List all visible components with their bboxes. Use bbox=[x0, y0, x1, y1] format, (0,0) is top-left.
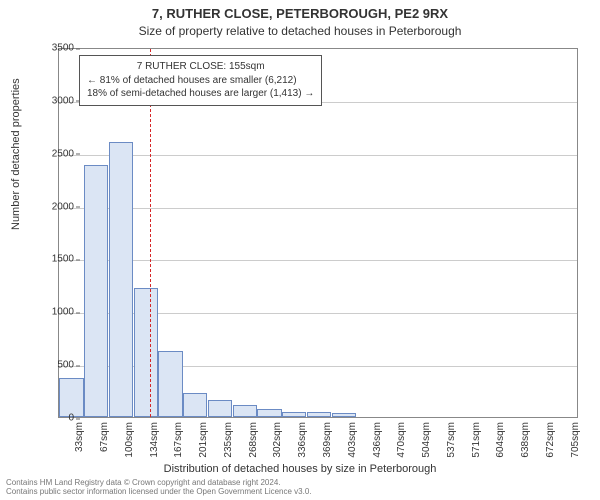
histogram-bar bbox=[59, 378, 83, 417]
histogram-bar bbox=[109, 142, 133, 417]
x-tick: 537sqm bbox=[446, 422, 457, 458]
x-tick: 604sqm bbox=[495, 422, 506, 458]
x-tick: 436sqm bbox=[372, 422, 383, 458]
histogram-bar bbox=[233, 405, 257, 417]
x-tick: 33sqm bbox=[74, 422, 85, 452]
y-tick: 1500 bbox=[34, 254, 74, 265]
histogram-bar bbox=[282, 412, 306, 417]
gridline bbox=[59, 208, 577, 209]
x-tick: 167sqm bbox=[173, 422, 184, 458]
x-tick: 638sqm bbox=[520, 422, 531, 458]
y-tick: 2000 bbox=[34, 201, 74, 212]
footer: Contains HM Land Registry data © Crown c… bbox=[6, 478, 596, 497]
x-tick: 100sqm bbox=[124, 422, 135, 458]
gridline bbox=[59, 155, 577, 156]
property-size-chart: 7, RUTHER CLOSE, PETERBOROUGH, PE2 9RX S… bbox=[0, 0, 600, 500]
footer-line-1: Contains HM Land Registry data © Crown c… bbox=[6, 478, 596, 488]
x-tick: 470sqm bbox=[396, 422, 407, 458]
histogram-bar bbox=[307, 412, 331, 417]
histogram-bar bbox=[332, 413, 356, 417]
footer-line-2: Contains public sector information licen… bbox=[6, 487, 596, 497]
gridline bbox=[59, 260, 577, 261]
annotation-line-0: 7 RUTHER CLOSE: 155sqm bbox=[87, 60, 314, 74]
y-tick: 1000 bbox=[34, 307, 74, 318]
plot-area: 7 RUTHER CLOSE: 155sqm ← 81% of detached… bbox=[58, 48, 578, 418]
chart-title-main: 7, RUTHER CLOSE, PETERBOROUGH, PE2 9RX bbox=[0, 6, 600, 21]
histogram-bar bbox=[257, 409, 281, 417]
x-tick: 268sqm bbox=[248, 422, 259, 458]
x-tick: 672sqm bbox=[545, 422, 556, 458]
histogram-bar bbox=[208, 400, 232, 417]
x-axis-label: Distribution of detached houses by size … bbox=[0, 463, 600, 475]
x-tick: 504sqm bbox=[421, 422, 432, 458]
annotation-line-2: 18% of semi-detached houses are larger (… bbox=[87, 87, 314, 101]
x-tick: 134sqm bbox=[149, 422, 160, 458]
y-tick: 2500 bbox=[34, 148, 74, 159]
x-tick: 336sqm bbox=[297, 422, 308, 458]
x-tick: 201sqm bbox=[198, 422, 209, 458]
y-axis-label: Number of detached properties bbox=[10, 78, 22, 230]
x-tick: 67sqm bbox=[99, 422, 110, 452]
chart-title-sub: Size of property relative to detached ho… bbox=[0, 24, 600, 38]
y-tick: 500 bbox=[34, 360, 74, 371]
x-tick: 403sqm bbox=[347, 422, 358, 458]
histogram-bar bbox=[84, 165, 108, 417]
annotation-box: 7 RUTHER CLOSE: 155sqm ← 81% of detached… bbox=[79, 55, 322, 106]
x-ticks: 33sqm 67sqm 100sqm 134sqm 167sqm 201sqm 235sqm… bbox=[58, 422, 578, 464]
histogram-bar bbox=[183, 393, 207, 417]
annotation-line-1: ← 81% of detached houses are smaller (6,… bbox=[87, 74, 314, 88]
x-tick: 705sqm bbox=[570, 422, 581, 458]
histogram-bar bbox=[134, 288, 158, 417]
x-tick: 571sqm bbox=[471, 422, 482, 458]
x-tick: 235sqm bbox=[223, 422, 234, 458]
y-tick: 0 bbox=[34, 413, 74, 424]
y-tick: 3500 bbox=[34, 43, 74, 54]
x-tick: 369sqm bbox=[322, 422, 333, 458]
y-tick: 3000 bbox=[34, 95, 74, 106]
x-tick: 302sqm bbox=[272, 422, 283, 458]
histogram-bar bbox=[158, 351, 182, 417]
